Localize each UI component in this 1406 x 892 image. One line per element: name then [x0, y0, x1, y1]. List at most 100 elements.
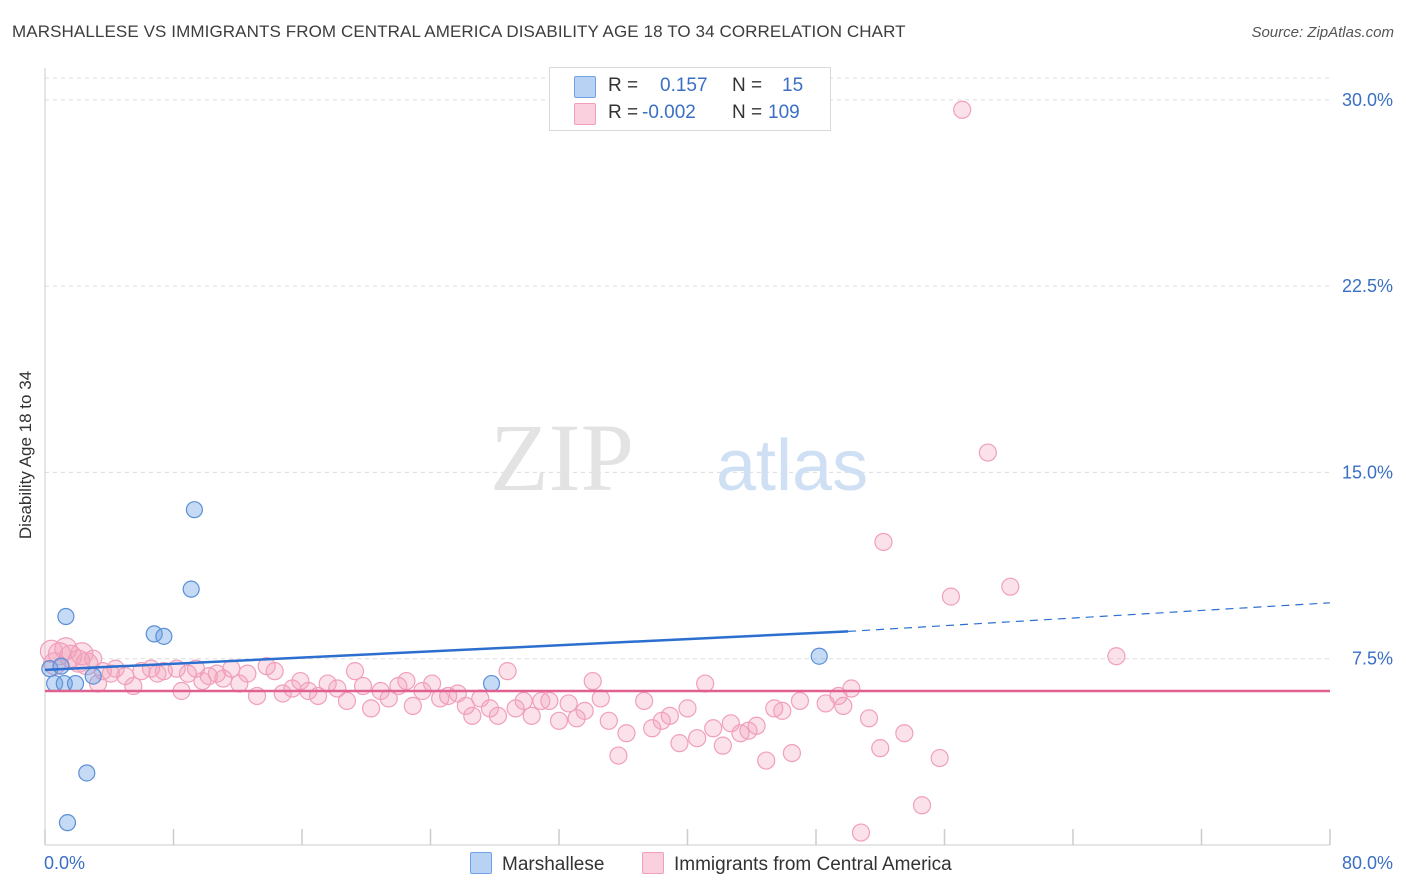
chart-title: MARSHALLESE VS IMMIGRANTS FROM CENTRAL A…	[12, 22, 906, 41]
n-label: N =	[732, 102, 763, 123]
data-point-immigrants	[773, 701, 792, 720]
watermark: ZIP atlas	[490, 404, 868, 511]
data-point-immigrants	[660, 706, 679, 725]
data-point-marshallese	[482, 674, 501, 693]
data-point-immigrants	[688, 729, 707, 748]
data-point-immigrants	[609, 746, 628, 765]
marshallese-legend-swatch	[470, 852, 492, 874]
data-point-immigrants	[423, 674, 442, 693]
r-value-marshallese: 0.157	[660, 75, 708, 96]
data-point-immigrants	[522, 706, 541, 725]
tick-labels: 7.5% 15.0% 22.5% 30.0% 0.0% 80.0%	[44, 90, 1393, 873]
data-point-immigrants	[397, 671, 416, 691]
data-point-marshallese	[185, 501, 203, 519]
data-point-marshallese	[58, 814, 77, 832]
legend-label-immigrants: Immigrants from Central America	[674, 854, 952, 875]
data-point-immigrants	[238, 664, 257, 683]
data-point-immigrants	[591, 689, 610, 708]
data-point-immigrants	[617, 724, 636, 743]
data-point-immigrants	[559, 694, 578, 713]
y-tick-label: 22.5%	[1342, 276, 1393, 296]
data-point-immigrants	[337, 691, 357, 711]
data-point-immigrants	[859, 709, 879, 728]
data-point-immigrants	[895, 724, 914, 743]
data-point-immigrants	[222, 659, 241, 678]
data-point-marshallese	[66, 674, 85, 693]
data-point-immigrants	[488, 706, 508, 725]
data-point-immigrants	[696, 674, 715, 693]
data-point-immigrants	[328, 679, 347, 698]
data-point-immigrants	[871, 739, 890, 758]
n-label: N =	[732, 75, 763, 96]
gridlines	[45, 77, 1330, 660]
data-point-immigrants	[498, 662, 517, 681]
data-point-marshallese	[57, 607, 75, 626]
data-point-immigrants	[721, 714, 740, 733]
immigrants-legend-swatch	[642, 852, 664, 874]
data-point-immigrants	[265, 662, 284, 681]
stats-legend: R = 0.157 N = 15 R = -0.002 N = 109	[549, 67, 831, 131]
data-point-immigrants	[643, 719, 662, 738]
data-point-marshallese	[810, 647, 828, 665]
legend-item-marshallese: Marshallese	[470, 852, 604, 876]
data-point-immigrants	[912, 796, 932, 815]
data-point-immigrants	[635, 691, 654, 711]
data-point-immigrants	[514, 691, 533, 711]
x-tick-label: 0.0%	[44, 853, 85, 873]
data-point-marshallese	[78, 764, 96, 782]
data-point-immigrants	[361, 699, 381, 718]
r-label: R =	[608, 75, 639, 96]
data-point-immigrants	[713, 736, 732, 755]
r-label: R =	[608, 102, 639, 123]
n-value-immigrants: 109	[768, 102, 800, 123]
data-point-immigrants	[106, 659, 125, 678]
data-point-immigrants	[463, 706, 482, 725]
data-point-immigrants	[549, 711, 569, 730]
legend-label-marshallese: Marshallese	[502, 854, 605, 875]
trend-lines	[44, 602, 1331, 693]
axes	[44, 68, 1331, 846]
data-point-immigrants	[456, 696, 475, 716]
immigrants-swatch	[574, 103, 596, 125]
marshallese-swatch	[574, 76, 596, 98]
data-point-immigrants	[345, 662, 365, 681]
data-point-immigrants	[704, 719, 723, 738]
r-value-immigrants: -0.002	[642, 102, 696, 123]
trend-line-marshallese-extension	[848, 602, 1331, 632]
data-point-immigrants	[403, 696, 422, 716]
data-point-immigrants	[747, 716, 766, 735]
x-tick-label: 80.0%	[1342, 853, 1393, 873]
y-tick-label: 15.0%	[1342, 462, 1393, 482]
svg-text:ZIP: ZIP	[490, 404, 634, 511]
data-point-marshallese	[182, 580, 200, 598]
data-point-immigrants	[678, 699, 697, 718]
data-point-immigrants	[599, 711, 618, 730]
data-point-marshallese	[84, 667, 102, 685]
data-point-immigrants	[834, 696, 853, 716]
trend-line-marshallese	[44, 630, 849, 672]
data-point-immigrants	[757, 751, 776, 770]
data-point-immigrants	[670, 734, 689, 753]
y-tick-label: 7.5%	[1352, 649, 1393, 669]
data-point-immigrants	[874, 532, 893, 552]
legend-item-immigrants: Immigrants from Central America	[642, 852, 952, 876]
data-point-immigrants	[953, 100, 972, 119]
data-point-marshallese	[52, 657, 70, 675]
n-value-marshallese: 15	[782, 75, 804, 96]
data-point-immigrants	[1107, 647, 1126, 666]
data-point-immigrants	[273, 684, 292, 703]
data-point-immigrants	[540, 691, 559, 711]
svg-text:atlas: atlas	[716, 426, 868, 506]
data-point-immigrants	[583, 671, 602, 691]
y-tick-label: 30.0%	[1342, 90, 1393, 110]
y-axis-label: Disability Age 18 to 34	[16, 370, 35, 540]
chart-source: Source: ZipAtlas.com	[1251, 24, 1394, 41]
data-point-immigrants	[782, 743, 802, 763]
data-point-immigrants	[575, 701, 594, 720]
data-point-immigrants	[790, 691, 810, 711]
data-point-marshallese	[155, 627, 173, 645]
data-point-immigrants	[941, 587, 961, 606]
data-point-immigrants	[1001, 577, 1020, 596]
data-point-immigrants	[930, 748, 949, 768]
